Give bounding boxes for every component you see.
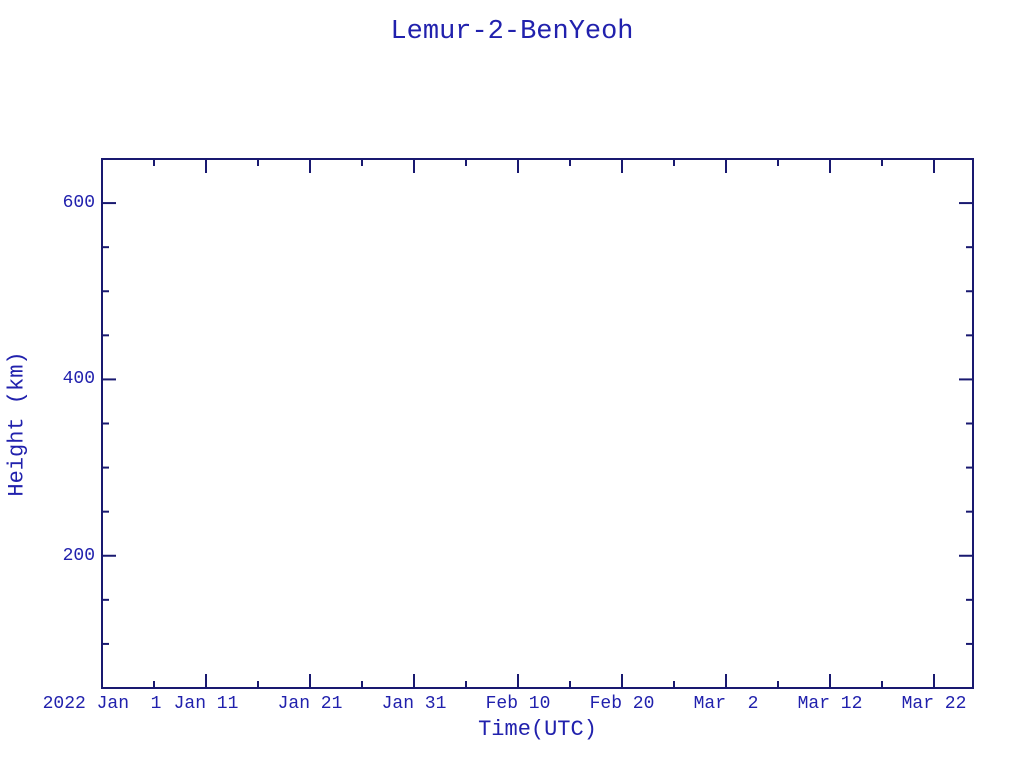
x-tick-label: 2022 Jan 1 bbox=[42, 694, 162, 714]
chart-title: Lemur-2-BenYeoh bbox=[390, 17, 634, 47]
x-tick-label: Feb 20 bbox=[589, 694, 655, 714]
x-tick-label: Jan 11 bbox=[173, 694, 239, 714]
plot-border bbox=[101, 158, 974, 689]
y-tick-label: 600 bbox=[62, 193, 95, 214]
x-tick-label: Jan 31 bbox=[381, 694, 447, 714]
y-tick-label: 200 bbox=[62, 545, 95, 566]
y-axis-label: Height (km) bbox=[4, 350, 30, 497]
x-tick-label: Jan 21 bbox=[277, 694, 343, 714]
x-tick-label: Mar 12 bbox=[797, 694, 863, 714]
x-tick-label: Feb 10 bbox=[485, 694, 551, 714]
x-axis-label: Time(UTC) bbox=[478, 717, 597, 742]
x-tick-label: Mar 2 bbox=[693, 694, 759, 714]
y-tick-label: 400 bbox=[62, 369, 95, 390]
x-tick-label: Mar 22 bbox=[901, 694, 967, 714]
